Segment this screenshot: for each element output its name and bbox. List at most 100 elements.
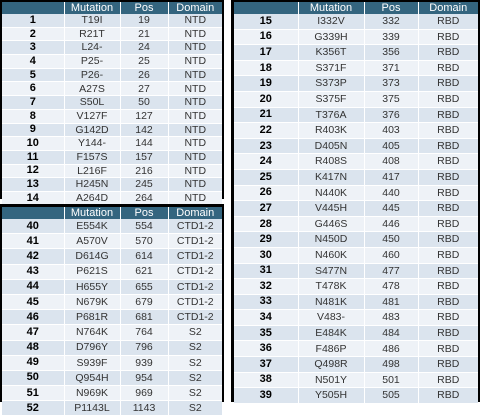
- table-row: 45 N679K 679 CTD1-2: [2, 293, 222, 310]
- cell-mutation: V445H: [297, 200, 364, 217]
- cell-mutation: N764K: [63, 324, 120, 340]
- cell-pos: 157: [119, 149, 168, 165]
- cell-domain: RBD: [417, 387, 478, 403]
- table-row: 23 D405N 405 RBD: [234, 137, 478, 154]
- table-row: 50 Q954H 954 S2: [2, 369, 222, 386]
- table-row: 44 H655Y 655 CTD1-2: [2, 278, 222, 295]
- cell-index: 3: [2, 40, 64, 55]
- cell-mutation: R403K: [297, 122, 364, 139]
- cell-pos: 27: [119, 81, 168, 96]
- cell-index: 12: [2, 163, 64, 178]
- cell-mutation: L216F: [63, 163, 120, 178]
- cell-mutation: N679K: [63, 293, 120, 310]
- table-row: 39 Y505H 505 RBD: [234, 387, 478, 403]
- table-row: 33 N481K 481 RBD: [234, 293, 478, 310]
- cell-mutation: E484K: [297, 324, 364, 341]
- cell-index: 33: [234, 293, 298, 310]
- cell-index: 15: [234, 14, 298, 30]
- cell-index: 34: [234, 309, 298, 326]
- cell-mutation: T376A: [297, 106, 364, 123]
- table-body: 15 I332V 332 RBD 16 G339H 339 RBD 17 K356T 356 RBD 1…: [234, 14, 478, 403]
- cell-domain: RBD: [417, 106, 478, 123]
- cell-domain: CTD1-2: [167, 293, 222, 310]
- cell-domain: RBD: [417, 324, 478, 341]
- table-row: 24 R408S 408 RBD: [234, 153, 478, 170]
- cell-pos: 144: [119, 136, 168, 151]
- cell-domain: CTD1-2: [167, 219, 222, 234]
- cell-mutation: V127F: [63, 108, 120, 123]
- cell-pos: 939: [119, 354, 168, 371]
- cell-pos: 445: [363, 200, 418, 217]
- table-body: 40 E554K 554 CTD1-2 41 A570V 570 CTD1-2 42 D614G 6…: [2, 219, 222, 415]
- cell-mutation: P681R: [63, 309, 120, 325]
- cell-index: 2: [2, 26, 64, 41]
- table-row: 30 N460K 460 RBD: [234, 246, 478, 263]
- mutation-table: Mutation Pos Domain 1 T19I 19 NTD 2 R21T 21 NTD…: [2, 2, 222, 205]
- cell-index: 24: [234, 153, 298, 170]
- cell-mutation: N450D: [297, 231, 364, 248]
- table-row: 11 F157S 157 NTD: [2, 149, 222, 165]
- table-row: 20 S375F 375 RBD: [234, 90, 478, 108]
- cell-mutation: D405N: [297, 137, 364, 154]
- cell-index: 5: [2, 67, 64, 82]
- cell-mutation: A570V: [63, 233, 120, 249]
- header-pos: Pos: [119, 2, 168, 14]
- cell-mutation: N969K: [63, 385, 120, 401]
- header-index: [2, 207, 64, 219]
- cell-mutation: S939F: [63, 354, 120, 371]
- cell-mutation: G339H: [297, 28, 364, 45]
- cell-mutation: D614G: [63, 248, 120, 265]
- table-row: 47 N764K 764 S2: [2, 324, 222, 340]
- cell-mutation: N440K: [297, 184, 364, 201]
- cell-index: 31: [234, 262, 298, 279]
- table-row: 38 N501Y 501 RBD: [234, 371, 478, 388]
- cell-domain: RBD: [417, 44, 478, 61]
- cell-pos: 408: [363, 153, 418, 170]
- cell-mutation: Y144-: [63, 136, 120, 151]
- table-row: 12 L216F 216 NTD: [2, 163, 222, 178]
- cell-index: 27: [234, 200, 298, 217]
- cell-index: 17: [234, 44, 298, 61]
- cell-index: 25: [234, 168, 298, 186]
- cell-pos: 655: [119, 278, 168, 295]
- cell-index: 35: [234, 324, 298, 341]
- cell-index: 28: [234, 215, 298, 232]
- cell-pos: 245: [119, 177, 168, 192]
- cell-pos: 483: [363, 309, 418, 326]
- table-row: 25 K417N 417 RBD: [234, 168, 478, 186]
- cell-index: 43: [2, 263, 64, 280]
- table-row: 43 P621S 621 CTD1-2: [2, 263, 222, 280]
- cell-index: 9: [2, 122, 64, 137]
- table-row: 7 S50L 50 NTD: [2, 95, 222, 110]
- cell-domain: RBD: [417, 153, 478, 170]
- cell-domain: S2: [167, 369, 222, 386]
- cell-domain: NTD: [167, 190, 222, 205]
- header-index: [234, 2, 298, 14]
- table-row: 52 P1143L 1143 S2: [2, 400, 222, 415]
- header-pos: Pos: [119, 207, 168, 219]
- cell-domain: CTD1-2: [167, 233, 222, 249]
- table-row: 26 N440K 440 RBD: [234, 184, 478, 201]
- cell-index: 29: [234, 231, 298, 248]
- cell-pos: 356: [363, 44, 418, 61]
- cell-domain: RBD: [417, 371, 478, 388]
- cell-pos: 554: [119, 219, 168, 234]
- cell-mutation: T19I: [63, 14, 120, 28]
- cell-domain: NTD: [167, 81, 222, 96]
- cell-index: 41: [2, 233, 64, 249]
- cell-mutation: N481K: [297, 293, 364, 310]
- cell-domain: RBD: [417, 75, 478, 92]
- table-row: 32 T478K 478 RBD: [234, 278, 478, 295]
- cell-pos: 969: [119, 385, 168, 401]
- cell-pos: 375: [363, 90, 418, 108]
- cell-index: 10: [2, 136, 64, 151]
- cell-pos: 796: [119, 339, 168, 356]
- cell-mutation: K417N: [297, 168, 364, 186]
- cell-index: 13: [2, 177, 64, 192]
- cell-mutation: Q954H: [63, 369, 120, 386]
- table-row: 36 F486P 486 RBD: [234, 340, 478, 357]
- cell-domain: NTD: [167, 108, 222, 123]
- table-header-row: Mutation Pos Domain: [234, 2, 478, 14]
- cell-pos: 679: [119, 293, 168, 310]
- cell-domain: RBD: [417, 340, 478, 357]
